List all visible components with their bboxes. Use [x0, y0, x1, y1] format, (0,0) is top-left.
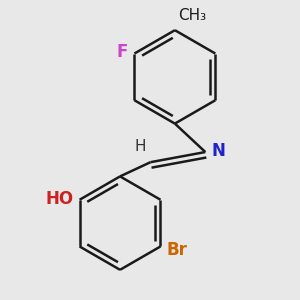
Text: H: H	[135, 139, 146, 154]
Text: CH₃: CH₃	[178, 8, 206, 23]
Text: F: F	[117, 43, 128, 61]
Text: N: N	[212, 142, 225, 160]
Text: HO: HO	[45, 190, 74, 208]
Text: Br: Br	[167, 241, 188, 259]
